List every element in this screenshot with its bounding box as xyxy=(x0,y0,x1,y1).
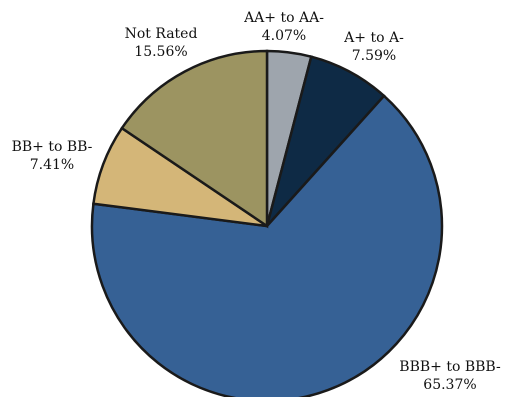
slice-label-bbb-name: BBB+ to BBB- xyxy=(399,359,501,375)
slice-label-bbb: BBB+ to BBB- 65.37% xyxy=(399,359,501,393)
slice-label-a: A+ to A- 7.59% xyxy=(343,30,404,64)
pie-slice-bbb xyxy=(90,94,444,397)
slice-label-not-rated: Not Rated 15.56% xyxy=(125,26,198,60)
slice-label-a-percent: 7.59% xyxy=(352,48,396,64)
slice-label-aa: AA+ to AA- 4.07% xyxy=(243,10,324,44)
slice-label-bbb-percent: 65.37% xyxy=(423,377,476,393)
slice-label-bb-name: BB+ to BB- xyxy=(12,139,93,155)
slice-label-a-name: A+ to A- xyxy=(343,30,404,46)
slice-label-aa-percent: 4.07% xyxy=(262,28,306,44)
slice-label-bb-percent: 7.41% xyxy=(30,157,74,173)
slice-label-not-rated-name: Not Rated xyxy=(125,26,198,42)
pie-slices xyxy=(90,49,444,397)
slice-label-bb: BB+ to BB- 7.41% xyxy=(12,139,93,173)
slice-label-not-rated-percent: 15.56% xyxy=(134,44,187,60)
pie-slice-not-rated xyxy=(120,49,269,229)
slice-label-aa-name: AA+ to AA- xyxy=(243,10,324,26)
